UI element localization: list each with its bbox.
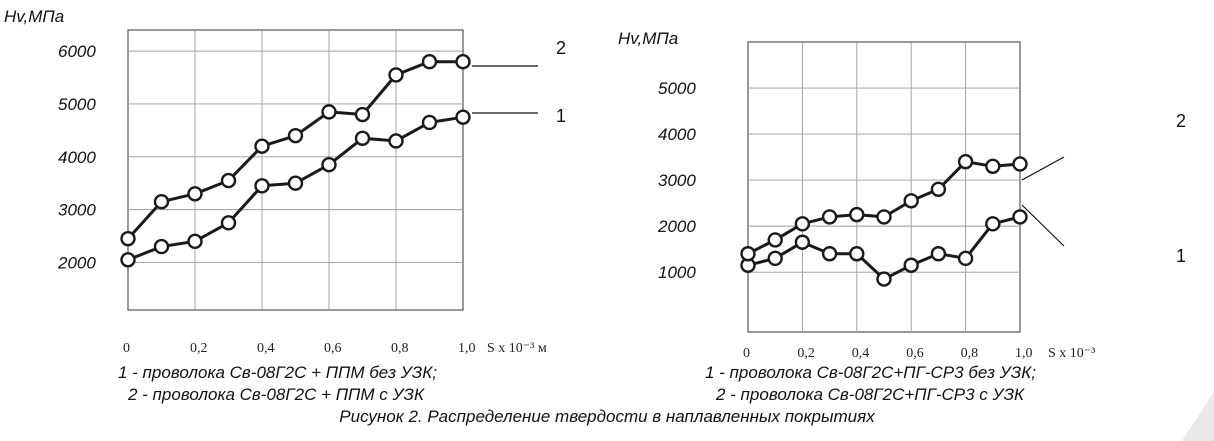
corner-arrow-icon	[1182, 392, 1214, 441]
data-point-left-2	[354, 106, 371, 123]
data-point-left-2	[254, 138, 270, 154]
figure-caption: Рисунок 2. Распределение твердости в нап…	[339, 407, 875, 426]
data-point-right-1	[1012, 209, 1028, 225]
y-tick-label-left: 5000	[58, 95, 96, 114]
y-tick-label-right: 5000	[658, 79, 696, 98]
x-tick-label-right: 0	[743, 346, 750, 361]
data-point-left-1	[187, 233, 203, 250]
x-tick-label-left: 0,4	[257, 341, 275, 356]
data-point-right-1	[794, 234, 811, 250]
data-point-right-2	[957, 153, 974, 170]
data-point-left-2	[120, 230, 136, 247]
x-tick-label-left: 1,0	[458, 341, 476, 356]
legend-left-1: 1 - проволока Св-08Г2С + ППМ без УЗК;	[118, 363, 437, 382]
series-line-left-2	[126, 60, 463, 240]
data-point-right-1	[876, 271, 892, 287]
y-tick-label-right: 2000	[657, 217, 696, 236]
series-label-right-2: 2	[1176, 111, 1186, 131]
data-point-right-1	[930, 246, 947, 262]
y-axis-title-left: Hv,МПа	[4, 7, 64, 26]
data-point-left-1	[220, 215, 237, 231]
data-point-left-2	[388, 67, 404, 83]
data-point-right-2	[767, 232, 783, 248]
data-point-left-2	[421, 53, 438, 70]
x-axis-title-right: S х 10⁻³	[1048, 346, 1095, 361]
x-tick-label-left: 0,6	[324, 341, 342, 356]
series-label-left-2: 2	[556, 38, 566, 58]
data-point-right-1	[849, 246, 865, 262]
x-axis-title-left: S х 10⁻³ м	[487, 341, 547, 356]
data-point-left-1	[354, 130, 371, 147]
x-tick-label-right: 0,8	[961, 346, 979, 361]
data-point-right-1	[957, 250, 974, 267]
data-point-left-1	[153, 238, 170, 255]
data-point-left-1	[321, 157, 337, 173]
y-tick-label-left: 2000	[57, 253, 96, 272]
data-point-right-2	[1012, 156, 1028, 172]
x-tick-label-right: 0,6	[906, 346, 924, 361]
y-axis-title-right: Hv,МПа	[618, 29, 678, 48]
chart-left: 0 0,2 0,4 0,6 0,8 1,0 2000 3000 4000 5000 6000 Hv,М…	[4, 7, 566, 356]
leader-line-right-2	[1021, 156, 1065, 181]
legend-left-2: 2 - проволока Св-08Г2С + ППМ с УЗК	[128, 385, 424, 404]
data-point-left-1	[421, 114, 438, 131]
series-label-left-1: 1	[556, 106, 566, 126]
y-tick-label-left: 3000	[58, 201, 96, 220]
data-point-right-2	[849, 206, 865, 223]
data-point-right-1	[985, 216, 1001, 232]
y-tick-label-right: 1000	[658, 263, 696, 282]
data-point-left-1	[254, 178, 270, 194]
data-point-right-2	[794, 216, 811, 232]
data-point-left-2	[220, 172, 237, 189]
data-point-right-2	[930, 181, 947, 198]
series-label-right-1: 1	[1176, 246, 1186, 266]
x-tick-label-left: 0,8	[391, 341, 409, 356]
data-point-left-2	[187, 186, 203, 202]
y-tick-label-right: 4000	[658, 125, 696, 144]
data-point-right-2	[740, 246, 756, 262]
legend-right-1: 1 - проволока Св-08Г2С+ПГ-СР3 без УЗК;	[705, 363, 1036, 382]
data-point-right-2	[876, 209, 892, 225]
data-point-left-2	[153, 193, 170, 210]
chart-right: 0 0,2 0,4 0,6 0,8 1,0 1000 2000 3000 4000 5000 Hv,М…	[618, 29, 1186, 361]
data-point-left-1	[388, 133, 404, 149]
data-point-left-2	[455, 53, 471, 70]
data-point-left-2	[321, 104, 337, 120]
plot-frame-right	[747, 41, 1021, 333]
data-point-right-2	[821, 209, 838, 225]
plot-frame-left	[127, 29, 464, 311]
data-point-right-1	[767, 250, 783, 267]
x-tick-label-right: 1,0	[1015, 346, 1033, 361]
data-point-left-1	[287, 175, 304, 191]
data-point-right-2	[985, 158, 1001, 174]
data-point-right-1	[903, 257, 919, 273]
data-point-left-2	[287, 127, 304, 144]
data-point-right-1	[821, 246, 838, 262]
data-point-right-2	[903, 193, 919, 209]
leader-line-right-1	[1021, 204, 1065, 247]
y-tick-label-right: 3000	[658, 171, 696, 190]
x-tick-label-left: 0	[123, 341, 130, 356]
data-point-left-1	[120, 252, 136, 268]
y-tick-label-left: 4000	[58, 148, 96, 167]
data-point-left-1	[455, 109, 471, 125]
legend-right-2: 2 - проволока Св-08Г2С+ПГ-СР3 с УЗК	[716, 385, 1025, 404]
x-tick-label-right: 0,4	[852, 346, 870, 361]
x-tick-label-left: 0,2	[190, 341, 208, 356]
y-tick-label-left: 6000	[58, 42, 96, 61]
x-tick-label-right: 0,2	[797, 346, 815, 361]
